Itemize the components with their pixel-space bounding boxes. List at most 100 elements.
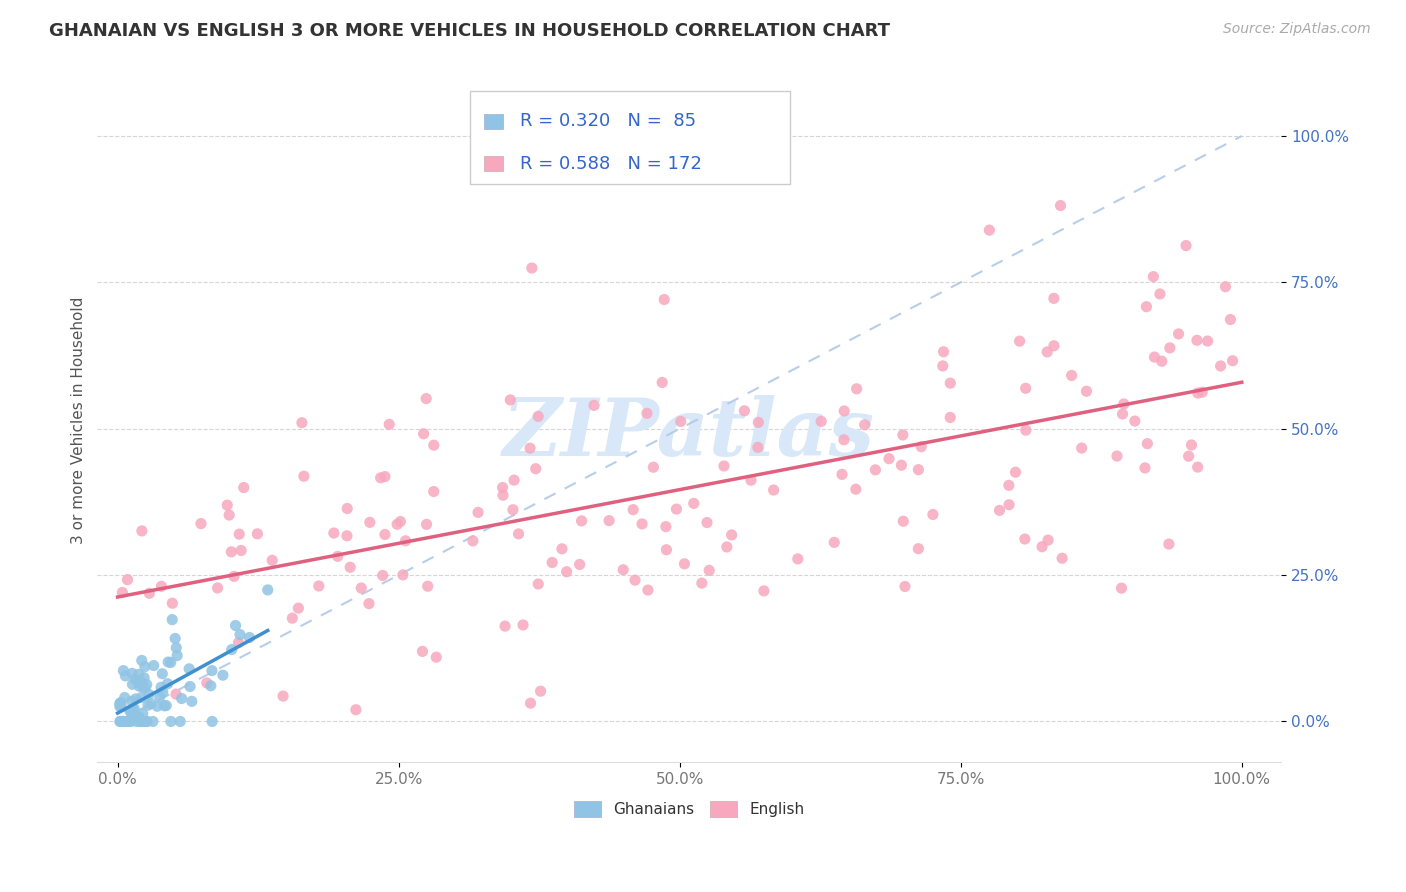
Point <box>415 392 437 406</box>
Point <box>624 573 647 587</box>
Point <box>1008 334 1031 348</box>
Point <box>810 414 832 428</box>
Point <box>1175 238 1198 252</box>
Point <box>1150 354 1173 368</box>
Point <box>132 706 155 721</box>
Point <box>922 508 945 522</box>
Point <box>170 691 193 706</box>
Point <box>132 714 155 729</box>
Point <box>467 505 489 519</box>
Point <box>651 376 673 390</box>
Point <box>831 467 853 482</box>
FancyBboxPatch shape <box>485 156 503 171</box>
Point <box>1159 341 1181 355</box>
Point <box>138 687 160 701</box>
Point <box>655 542 678 557</box>
Point <box>350 581 373 595</box>
Point <box>733 404 755 418</box>
FancyBboxPatch shape <box>485 114 503 128</box>
Point <box>225 618 247 632</box>
Point <box>389 515 412 529</box>
Point <box>508 527 530 541</box>
Point <box>221 642 243 657</box>
Point <box>125 714 148 729</box>
Point <box>1215 279 1237 293</box>
Point <box>114 669 136 683</box>
Point <box>491 481 513 495</box>
Point <box>165 687 187 701</box>
Point <box>110 696 132 710</box>
Point <box>131 679 153 693</box>
Point <box>412 426 434 441</box>
Point <box>200 679 222 693</box>
Point <box>1014 532 1036 546</box>
Point <box>122 701 145 715</box>
Point <box>696 516 718 530</box>
Point <box>336 529 359 543</box>
Point <box>499 392 522 407</box>
Point <box>160 613 183 627</box>
Point <box>939 410 962 425</box>
Point <box>132 714 155 729</box>
Point <box>357 597 380 611</box>
Point <box>155 698 177 713</box>
Point <box>190 516 212 531</box>
Point <box>411 644 433 658</box>
Point <box>326 549 349 564</box>
Point <box>910 440 932 454</box>
Point <box>108 714 131 729</box>
Point <box>415 517 437 532</box>
Point <box>231 543 253 558</box>
Point <box>551 541 574 556</box>
Point <box>637 583 659 598</box>
Point <box>112 664 135 678</box>
Point <box>1149 287 1171 301</box>
Point <box>891 428 914 442</box>
Point <box>121 694 143 708</box>
Point <box>541 556 564 570</box>
Point <box>1111 581 1133 595</box>
Point <box>115 714 138 729</box>
Point <box>128 667 150 681</box>
Point <box>423 438 446 452</box>
Point <box>165 640 187 655</box>
Point <box>124 673 146 687</box>
Point <box>425 650 447 665</box>
Point <box>134 681 156 695</box>
Point <box>1135 300 1157 314</box>
Point <box>1133 461 1156 475</box>
Point <box>392 567 415 582</box>
Point <box>494 619 516 633</box>
Text: R = 0.588   N = 172: R = 0.588 N = 172 <box>520 154 703 173</box>
Point <box>524 461 547 475</box>
Point <box>682 496 704 510</box>
Point <box>621 502 644 516</box>
Point <box>207 581 229 595</box>
Point <box>370 471 392 485</box>
Point <box>142 658 165 673</box>
Point <box>1222 353 1244 368</box>
Point <box>1209 359 1232 373</box>
Point <box>125 708 148 723</box>
Point <box>571 514 593 528</box>
Point <box>1185 333 1208 347</box>
Point <box>519 441 541 455</box>
Point <box>262 553 284 567</box>
Point <box>907 463 929 477</box>
Point <box>110 714 132 729</box>
Point <box>131 653 153 667</box>
Point <box>1136 436 1159 450</box>
Point <box>1219 312 1241 326</box>
Point <box>665 502 688 516</box>
Point <box>1049 198 1071 212</box>
Legend: Ghanaians, English: Ghanaians, English <box>568 795 811 823</box>
Point <box>394 533 416 548</box>
Point <box>752 583 775 598</box>
Point <box>890 458 912 473</box>
Point <box>529 684 551 698</box>
Point <box>716 540 738 554</box>
Point <box>110 697 132 711</box>
Point <box>108 699 131 714</box>
Point <box>690 576 713 591</box>
Point <box>461 533 484 548</box>
